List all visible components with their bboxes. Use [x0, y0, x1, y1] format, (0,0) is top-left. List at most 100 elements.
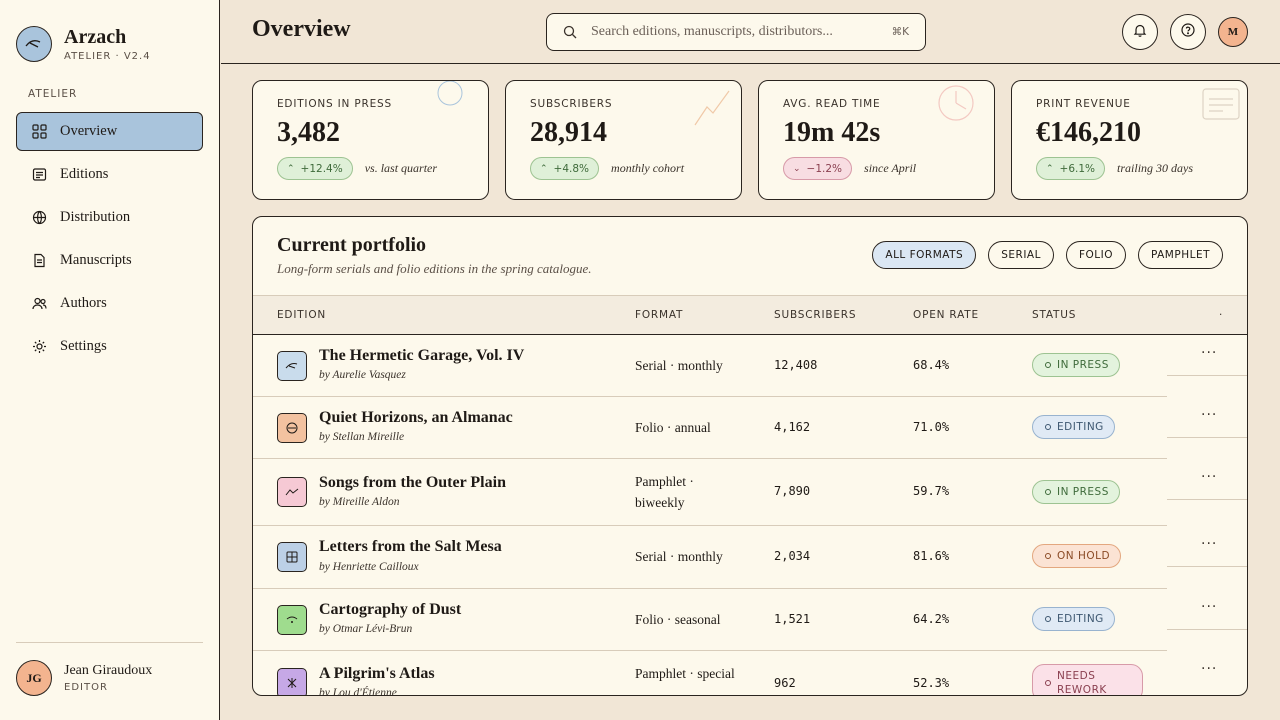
search-shortcut: ⌘K — [891, 26, 909, 38]
nav-section-label: ATELIER — [28, 88, 78, 100]
app-name: Arzach — [64, 26, 127, 48]
help-button[interactable] — [1170, 14, 1206, 50]
status-label: EDITING — [1057, 421, 1104, 433]
kpi-delta-badge: ⌄ −1.2% — [783, 157, 853, 180]
bell-icon — [1133, 23, 1147, 42]
edition-format: Pamphlet · special — [635, 666, 735, 681]
chevron-down-icon: ⌄ — [793, 163, 801, 174]
edition-title[interactable]: The Hermetic Garage, Vol. IV — [319, 347, 525, 364]
column-open-rate[interactable]: OPEN RATE — [913, 309, 979, 321]
kpi-note: since April — [864, 161, 917, 175]
circle-decoration-icon — [437, 81, 463, 106]
sidebar-item-editions[interactable]: Editions — [16, 155, 203, 194]
grid-icon — [31, 124, 47, 140]
account-avatar[interactable]: M — [1218, 17, 1248, 47]
row-actions-button[interactable]: ··· — [1201, 407, 1218, 423]
globe-icon — [31, 210, 47, 226]
chevron-up-icon: ⌃ — [540, 163, 548, 174]
current-user[interactable]: JG Jean Giraudoux EDITOR — [16, 660, 152, 696]
kpi-value: 3,482 — [277, 117, 340, 148]
user-role: EDITOR — [64, 682, 108, 693]
kpi-value: 19m 42s — [783, 117, 881, 148]
row-actions-button[interactable]: ··· — [1201, 345, 1218, 361]
edition-subscribers: 12,408 — [774, 358, 818, 372]
column-format[interactable]: FORMAT — [635, 309, 684, 321]
help-icon — [1181, 22, 1195, 42]
row-actions-button[interactable]: ··· — [1201, 469, 1218, 485]
column-edition[interactable]: EDITION — [277, 309, 327, 321]
chevron-up-icon: ⌃ — [1046, 163, 1054, 174]
clock-decoration-icon — [938, 85, 974, 121]
sidebar-item-authors[interactable]: Authors — [16, 284, 203, 323]
edition-title[interactable]: Songs from the Outer Plain — [319, 474, 506, 491]
panel-subtitle: Long-form serials and folio editions in … — [277, 261, 592, 276]
row-divider — [1167, 566, 1247, 567]
edition-glyph-icon — [277, 477, 307, 507]
search-input[interactable]: Search editions, manuscripts, distributo… — [546, 13, 926, 51]
table-row[interactable]: Songs from the Outer Plain by Mireille A… — [253, 459, 1167, 526]
edition-author: by Stellan Mireille — [319, 431, 405, 443]
sun-gear-icon — [31, 339, 47, 355]
edition-subscribers: 1,521 — [774, 612, 811, 626]
edition-title[interactable]: Letters from the Salt Mesa — [319, 538, 502, 555]
row-actions-button[interactable]: ··· — [1201, 661, 1218, 677]
sidebar-item-manuscripts[interactable]: Manuscripts — [16, 241, 203, 280]
edition-title[interactable]: Cartography of Dust — [319, 601, 462, 618]
edition-author: by Mireille Aldon — [319, 496, 400, 508]
table-row[interactable]: Quiet Horizons, an Almanac by Stellan Mi… — [253, 397, 1167, 459]
topbar: Overview Search editions, manuscripts, d… — [221, 0, 1280, 64]
panel-title: Current portfolio — [277, 234, 427, 256]
user-name: Jean Giraudoux — [64, 663, 153, 678]
sidebar: Arzach ATELIER · V2.4 ATELIER Overview E… — [0, 0, 220, 720]
kpi-card-revenue: PRINT REVENUE €146,210 ⌃ +6.1% trailing 3… — [1011, 80, 1248, 200]
filter-all-formats[interactable]: ALL FORMATS — [872, 241, 977, 269]
status-badge: IN PRESS — [1032, 480, 1120, 504]
filter-serial[interactable]: SERIAL — [988, 241, 1054, 269]
status-badge: EDITING — [1032, 415, 1115, 439]
status-badge: EDITING — [1032, 607, 1115, 631]
app-version: ATELIER · V2.4 — [64, 51, 151, 62]
page-title: Overview — [252, 16, 351, 42]
row-actions-button[interactable]: ··· — [1201, 599, 1218, 615]
sidebar-item-label: Distribution — [60, 209, 131, 225]
edition-glyph-icon — [277, 413, 307, 443]
table-row[interactable]: Cartography of Dust by Otmar Lévi-Brun F… — [253, 589, 1167, 651]
row-actions-button[interactable]: ··· — [1201, 536, 1218, 552]
table-row[interactable]: Letters from the Salt Mesa by Henriette … — [253, 526, 1167, 589]
notifications-button[interactable] — [1122, 14, 1158, 50]
column-status[interactable]: STATUS — [1032, 309, 1077, 321]
kpi-card-read-time: AVG. READ TIME 19m 42s ⌄ −1.2% since Apri… — [758, 80, 995, 200]
kpi-delta-badge: ⌃ +4.8% — [530, 157, 600, 180]
status-badge: ON HOLD — [1032, 544, 1122, 568]
kpi-delta-value: +6.1% — [1059, 162, 1096, 175]
document-icon — [31, 253, 47, 269]
edition-open-rate: 59.7% — [913, 484, 950, 498]
users-icon — [31, 296, 47, 312]
chevron-up-icon: ⌃ — [287, 163, 295, 174]
kpi-delta-value: +4.8% — [553, 162, 590, 175]
edition-title[interactable]: A Pilgrim's Atlas — [319, 665, 435, 682]
sidebar-item-distribution[interactable]: Distribution — [16, 198, 203, 237]
edition-glyph-icon — [277, 668, 307, 695]
kpi-note: monthly cohort — [611, 161, 685, 175]
column-subscribers[interactable]: SUBSCRIBERS — [774, 309, 857, 321]
brand[interactable]: Arzach ATELIER · V2.4 — [16, 26, 151, 62]
status-badge: NEEDS REWORK — [1032, 664, 1143, 695]
edition-open-rate: 71.0% — [913, 420, 950, 434]
edition-subscribers: 7,890 — [774, 484, 811, 498]
row-divider — [1167, 499, 1247, 500]
edition-open-rate: 52.3% — [913, 676, 950, 690]
sidebar-item-label: Editions — [60, 166, 109, 182]
filter-pamphlet[interactable]: PAMPHLET — [1137, 241, 1223, 269]
table-row[interactable]: The Hermetic Garage, Vol. IV by Aurelie … — [253, 335, 1167, 397]
status-badge: IN PRESS — [1032, 353, 1120, 377]
edition-open-rate: 64.2% — [913, 612, 950, 626]
table-header: EDITION FORMAT SUBSCRIBERS OPEN RATE STA… — [253, 295, 1247, 335]
edition-format: Serial · monthly — [635, 549, 723, 564]
filter-folio[interactable]: FOLIO — [1065, 241, 1126, 269]
table-row[interactable]: A Pilgrim's Atlas by Lou d'Étienne Pamph… — [253, 651, 1167, 695]
edition-title[interactable]: Quiet Horizons, an Almanac — [319, 409, 513, 426]
sidebar-item-settings[interactable]: Settings — [16, 327, 203, 366]
sidebar-item-overview[interactable]: Overview — [16, 112, 203, 151]
user-avatar: JG — [16, 660, 52, 696]
